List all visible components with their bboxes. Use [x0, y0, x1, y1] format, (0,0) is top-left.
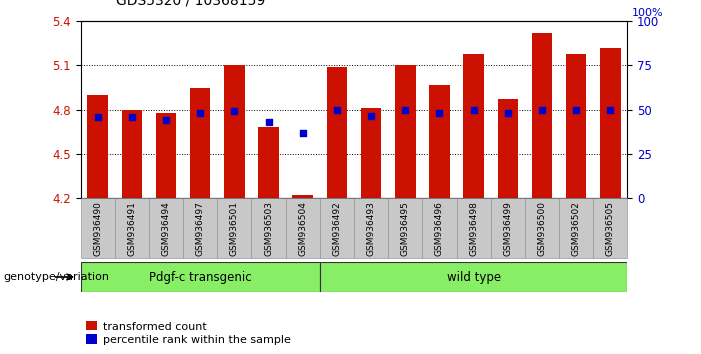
Bar [88, 95, 108, 198]
Bar [286, 198, 320, 258]
Text: GSM936493: GSM936493 [367, 201, 376, 256]
Bar [183, 198, 217, 258]
Point [229, 108, 240, 114]
Bar [456, 198, 491, 258]
Text: GSM936494: GSM936494 [161, 201, 170, 256]
Point [365, 113, 376, 119]
Point [571, 107, 582, 113]
Text: GSM936501: GSM936501 [230, 201, 239, 256]
Bar [593, 198, 627, 258]
Text: GSM936492: GSM936492 [332, 201, 341, 256]
Bar [224, 65, 245, 198]
Bar [122, 110, 142, 198]
FancyBboxPatch shape [320, 262, 627, 292]
Bar [463, 54, 484, 198]
Point [536, 107, 547, 113]
Point [605, 107, 616, 113]
Bar [361, 108, 381, 198]
Text: GSM936504: GSM936504 [298, 201, 307, 256]
Text: Pdgf-c transgenic: Pdgf-c transgenic [149, 270, 252, 284]
Point [468, 107, 479, 113]
Bar [252, 198, 286, 258]
Point [400, 107, 411, 113]
Text: GSM936500: GSM936500 [538, 201, 547, 256]
Bar [320, 198, 354, 258]
Text: genotype/variation: genotype/variation [4, 272, 109, 282]
Bar [81, 198, 115, 258]
Bar [559, 198, 593, 258]
Bar [217, 198, 252, 258]
FancyBboxPatch shape [81, 262, 320, 292]
Bar [354, 198, 388, 258]
Point [195, 110, 206, 115]
Text: GSM936505: GSM936505 [606, 201, 615, 256]
Text: GSM936490: GSM936490 [93, 201, 102, 256]
Bar [292, 195, 313, 198]
Bar [190, 88, 210, 198]
Bar [429, 85, 450, 198]
Point [92, 114, 103, 120]
Text: GSM936497: GSM936497 [196, 201, 205, 256]
Bar [156, 113, 176, 198]
Bar [327, 67, 347, 198]
Point [434, 110, 445, 115]
Point [297, 131, 308, 136]
Text: GSM936495: GSM936495 [401, 201, 410, 256]
Bar [258, 127, 279, 198]
Text: GSM936503: GSM936503 [264, 201, 273, 256]
Text: GSM936498: GSM936498 [469, 201, 478, 256]
Text: GDS5320 / 10368159: GDS5320 / 10368159 [116, 0, 265, 7]
Text: GSM936499: GSM936499 [503, 201, 512, 256]
Text: 100%: 100% [632, 8, 663, 18]
Bar [491, 198, 525, 258]
Bar [600, 48, 620, 198]
Bar [115, 198, 149, 258]
Bar [149, 198, 183, 258]
Bar [422, 198, 456, 258]
Bar [566, 54, 586, 198]
Bar [388, 198, 422, 258]
Point [332, 107, 343, 113]
Point [126, 114, 137, 120]
Point [161, 117, 172, 123]
Point [502, 110, 513, 115]
Legend: transformed count, percentile rank within the sample: transformed count, percentile rank withi… [86, 321, 291, 345]
Text: GSM936491: GSM936491 [128, 201, 137, 256]
Bar [525, 198, 559, 258]
Text: GSM936502: GSM936502 [571, 201, 580, 256]
Text: wild type: wild type [447, 270, 501, 284]
Point [263, 119, 274, 124]
Bar [531, 33, 552, 198]
Bar [395, 65, 416, 198]
Text: GSM936496: GSM936496 [435, 201, 444, 256]
Bar [498, 99, 518, 198]
